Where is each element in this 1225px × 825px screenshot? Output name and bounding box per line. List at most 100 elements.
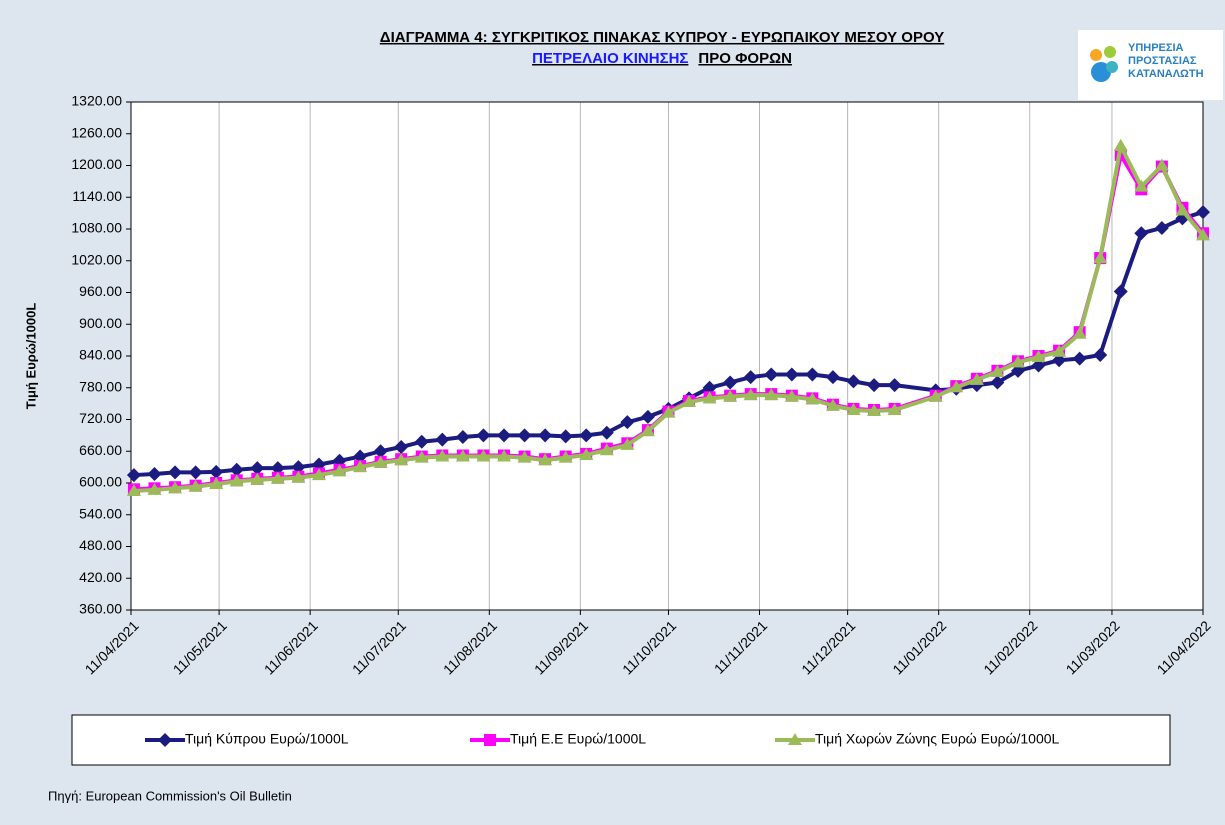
- marker: [291, 460, 306, 475]
- y-tick-label: 900.00: [79, 315, 122, 331]
- marker: [1052, 344, 1067, 357]
- marker: [723, 375, 738, 390]
- marker: [1134, 179, 1149, 192]
- marker: [640, 424, 655, 437]
- y-tick-label: 540.00: [79, 505, 122, 521]
- legend-label: Τιμή Κύπρου Ευρώ/1000L: [185, 731, 349, 747]
- y-tick-label: 1140.00: [72, 188, 122, 204]
- marker: [1196, 205, 1210, 220]
- legend-label: Τιμή Χωρών Ζώνης Ευρώ Ευρώ/1000L: [815, 731, 1060, 747]
- marker: [825, 370, 840, 385]
- marker: [764, 367, 779, 382]
- marker: [168, 481, 183, 494]
- y-tick-label: 1020.00: [71, 251, 122, 267]
- marker: [1113, 284, 1128, 299]
- source-note: Πηγή: European Commission's Oil Bulletin: [48, 788, 292, 803]
- marker: [1154, 220, 1169, 235]
- marker: [1072, 326, 1087, 339]
- logo-icon: [1090, 49, 1102, 61]
- y-tick-label: 720.00: [79, 410, 122, 426]
- y-tick-label: 960.00: [79, 283, 122, 299]
- logo-text: ΥΠΗΡΕΣΙΑ: [1128, 42, 1184, 54]
- marker: [743, 370, 758, 385]
- marker: [394, 440, 409, 455]
- marker: [270, 461, 285, 476]
- chart-subtitle: ΠΕΤΡΕΛΑΙΟ ΚΙΝΗΣΗΣ ΠΡΟ ΦΟΡΩΝ: [532, 50, 792, 67]
- marker: [558, 450, 573, 463]
- marker: [682, 395, 697, 408]
- marker: [805, 392, 820, 405]
- logo: ΥΠΗΡΕΣΙΑ ΠΡΟΣΤΑΣΙΑΣ ΚΑΤΑΝΑΛΩΤΗ: [1078, 30, 1223, 100]
- marker: [229, 462, 244, 477]
- y-tick-label: 1080.00: [71, 220, 122, 236]
- marker: [250, 472, 265, 485]
- series-line: [133, 210, 1204, 478]
- marker: [1072, 351, 1087, 366]
- logo-icon: [1104, 46, 1116, 58]
- marker: [743, 388, 758, 401]
- marker: [788, 733, 802, 745]
- marker: [147, 482, 162, 495]
- marker: [949, 380, 964, 393]
- marker: [887, 402, 902, 415]
- marker: [1196, 228, 1210, 241]
- marker: [599, 443, 614, 456]
- marker: [784, 367, 799, 382]
- marker: [1113, 138, 1128, 151]
- marker: [373, 455, 388, 468]
- marker: [373, 444, 388, 459]
- marker: [990, 375, 1005, 390]
- marker: [867, 378, 882, 393]
- marker: [209, 464, 224, 479]
- marker: [168, 465, 183, 480]
- marker: [1031, 350, 1046, 363]
- y-axis-label: Τιμή Ευρώ/1000L: [23, 303, 38, 410]
- marker: [517, 428, 532, 443]
- marker: [311, 468, 326, 481]
- marker: [270, 471, 285, 484]
- chart-title: ΔΙΑΓΡΑΜΜΑ 4: ΣΥΓΚΡΙΤΙΚΟΣ ΠΙΝΑΚΑΣ ΚΥΠΡΟΥ …: [380, 29, 944, 46]
- y-tick-label: 1200.00: [71, 156, 122, 172]
- marker: [1175, 203, 1190, 216]
- marker: [702, 391, 717, 404]
- logo-icon: [1106, 61, 1118, 73]
- marker: [579, 447, 594, 460]
- marker: [1093, 251, 1108, 264]
- marker: [517, 450, 532, 463]
- marker: [158, 733, 172, 747]
- marker: [188, 479, 203, 492]
- marker: [291, 470, 306, 483]
- marker: [640, 409, 655, 424]
- marker: [484, 734, 496, 746]
- marker: [455, 449, 470, 462]
- marker: [496, 449, 511, 462]
- y-tick-label: 1260.00: [71, 124, 122, 140]
- marker: [825, 398, 840, 411]
- marker: [435, 432, 450, 447]
- plot-border: [130, 101, 1204, 611]
- y-tick-label: 780.00: [79, 378, 122, 394]
- marker: [784, 389, 799, 402]
- marker: [126, 468, 141, 483]
- subtitle-part: ΠΡΟ ΦΟΡΩΝ: [698, 50, 792, 67]
- marker: [1093, 347, 1108, 362]
- marker: [538, 428, 553, 443]
- marker: [414, 450, 429, 463]
- marker: [805, 367, 820, 382]
- marker: [579, 428, 594, 443]
- marker: [435, 449, 450, 462]
- marker: [538, 453, 553, 466]
- marker: [476, 428, 491, 443]
- marker: [620, 437, 635, 450]
- marker: [250, 461, 265, 476]
- marker: [394, 453, 409, 466]
- series-line: [133, 143, 1205, 493]
- y-tick-label: 600.00: [79, 474, 122, 490]
- marker: [414, 434, 429, 449]
- marker: [599, 425, 614, 440]
- marker: [846, 374, 861, 389]
- marker: [887, 378, 902, 393]
- marker: [702, 380, 717, 395]
- marker: [990, 364, 1005, 377]
